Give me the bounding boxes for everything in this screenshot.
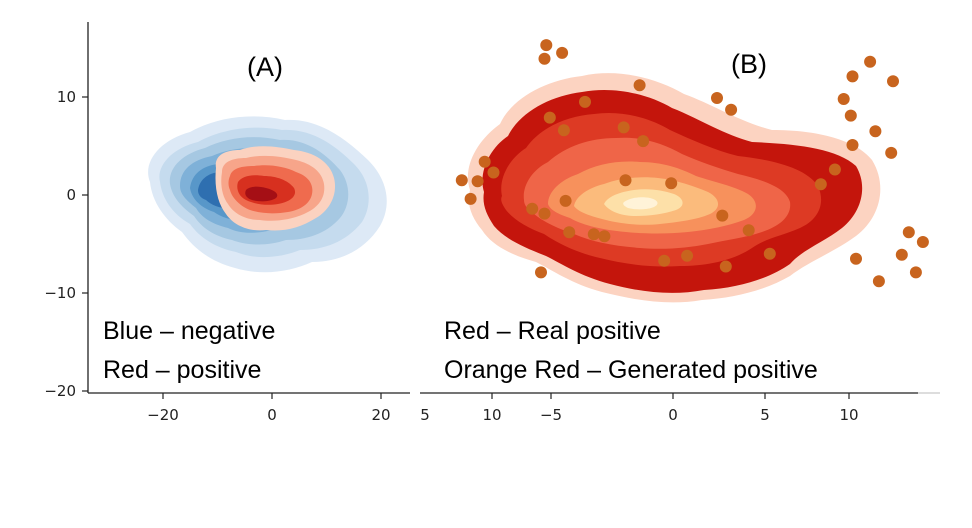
generated-point bbox=[471, 175, 484, 188]
generated-point bbox=[902, 226, 915, 239]
generated-point bbox=[487, 166, 500, 179]
x-tick-label: 5 bbox=[420, 406, 430, 424]
generated-point bbox=[563, 226, 576, 239]
generated-point bbox=[526, 202, 539, 215]
generated-point bbox=[598, 230, 611, 243]
generated-point bbox=[872, 275, 885, 288]
generated-point bbox=[909, 266, 922, 279]
generated-point bbox=[543, 111, 556, 124]
generated-point bbox=[681, 249, 694, 262]
y-tick-label: 10 bbox=[57, 88, 76, 106]
x-tick-label: −5 bbox=[540, 406, 562, 424]
x-tick-label: 0 bbox=[668, 406, 678, 424]
generated-point bbox=[455, 174, 468, 187]
real-density-core bbox=[623, 197, 658, 210]
x-tick-label: 20 bbox=[371, 406, 390, 424]
generated-point bbox=[837, 93, 850, 105]
generated-point bbox=[478, 155, 491, 168]
generated-point bbox=[742, 224, 755, 237]
x-tick-label: 10 bbox=[482, 406, 501, 424]
generated-point bbox=[559, 194, 572, 207]
legend-b-line-2: Orange Red – Generated positive bbox=[444, 356, 818, 384]
panel-a-density bbox=[148, 116, 387, 273]
x-tick-label: 0 bbox=[267, 406, 277, 424]
y-tick-label: −20 bbox=[44, 382, 76, 400]
generated-point bbox=[617, 121, 630, 134]
generated-point bbox=[828, 163, 841, 176]
generated-point bbox=[538, 207, 551, 220]
generated-point bbox=[464, 192, 477, 205]
x-tick-label: −20 bbox=[147, 406, 179, 424]
panel-b-label: (B) bbox=[731, 49, 767, 79]
y-tick-label: −10 bbox=[44, 284, 76, 302]
generated-points bbox=[455, 39, 929, 288]
panel-a-y-ticks: 10 0 −10 −20 bbox=[44, 88, 88, 400]
generated-point bbox=[846, 70, 859, 83]
positive-density-core bbox=[245, 186, 278, 202]
generated-point bbox=[846, 139, 859, 151]
x-tick-label: 5 bbox=[760, 406, 770, 424]
panel-b-x-ticks: 5 10 −5 0 5 10 bbox=[420, 393, 859, 424]
generated-point bbox=[587, 228, 600, 241]
generated-point bbox=[716, 209, 729, 222]
generated-point bbox=[864, 55, 877, 68]
generated-point bbox=[887, 75, 899, 88]
generated-point bbox=[540, 39, 553, 52]
generated-point bbox=[658, 254, 671, 267]
generated-point bbox=[814, 178, 827, 191]
panel-a-label: (A) bbox=[247, 52, 283, 82]
legend-b-line-1: Red – Real positive bbox=[444, 317, 661, 345]
generated-point bbox=[844, 109, 857, 122]
legend-a-line-1: Blue – negative bbox=[103, 317, 275, 345]
generated-point bbox=[719, 260, 732, 273]
panel-a-x-ticks: −20 0 20 bbox=[147, 393, 391, 424]
legend-a-line-2: Red – positive bbox=[103, 356, 261, 384]
x-tick-label: 10 bbox=[839, 406, 858, 424]
generated-point bbox=[916, 236, 929, 248]
generated-point bbox=[869, 125, 882, 138]
generated-point bbox=[633, 79, 646, 92]
generated-point bbox=[556, 46, 569, 59]
generated-point bbox=[665, 177, 678, 190]
generated-point bbox=[535, 266, 547, 279]
generated-point bbox=[637, 135, 650, 148]
generated-point bbox=[763, 247, 776, 260]
generated-point bbox=[885, 146, 898, 159]
panel-b: 5 10 −5 0 5 10 (B) Red – Real positive O… bbox=[420, 39, 940, 424]
generated-point bbox=[579, 95, 591, 108]
generated-point bbox=[850, 252, 862, 265]
generated-point bbox=[711, 92, 723, 104]
generated-point bbox=[725, 103, 738, 116]
generated-point bbox=[895, 248, 908, 261]
panel-a: 10 0 −10 −20 −20 0 20 (A) Blue – negativ… bbox=[44, 22, 410, 424]
generated-point bbox=[557, 124, 570, 137]
generated-point bbox=[619, 174, 632, 187]
generated-point bbox=[538, 52, 551, 65]
y-tick-label: 0 bbox=[66, 186, 76, 204]
